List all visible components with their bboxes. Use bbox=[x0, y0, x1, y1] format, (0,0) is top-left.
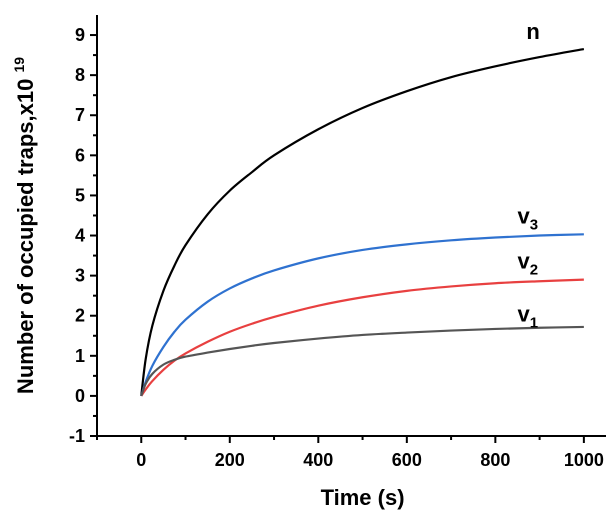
x-tick-label: 1000 bbox=[564, 450, 604, 470]
x-tick-label: 600 bbox=[392, 450, 422, 470]
series-label-v2: v2 bbox=[517, 248, 538, 278]
series-layer bbox=[140, 47, 585, 397]
x-axis-title: Time (s) bbox=[321, 485, 405, 510]
series-label-v1: v1 bbox=[517, 302, 538, 332]
x-tick-label: 400 bbox=[303, 450, 333, 470]
series-line-v1 bbox=[140, 325, 584, 397]
y-tick-label: 3 bbox=[75, 266, 85, 286]
annotation-layer: n v3 v2 v1 bbox=[517, 19, 539, 332]
y-axis-title-base: Number of occupied traps,x10 bbox=[13, 79, 38, 394]
y-tick-label: 1 bbox=[75, 346, 85, 366]
y-tick-label: 9 bbox=[75, 25, 85, 45]
series-line-v3 bbox=[140, 233, 584, 397]
series-line-v2 bbox=[140, 278, 584, 397]
x-tick-label: 800 bbox=[480, 450, 510, 470]
y-axis-title-exponent: 19 bbox=[11, 57, 27, 73]
y-tick-label: 0 bbox=[75, 386, 85, 406]
series-line-n bbox=[140, 47, 585, 397]
y-tick-label: 7 bbox=[75, 105, 85, 125]
y-tick-label: 2 bbox=[75, 306, 85, 326]
x-tick-label: 200 bbox=[215, 450, 245, 470]
y-tick-label: 8 bbox=[75, 65, 85, 85]
y-tick-label: 4 bbox=[75, 226, 85, 246]
y-tick-label: 5 bbox=[75, 185, 85, 205]
series-label-n: n bbox=[526, 19, 539, 44]
x-tick-label: 0 bbox=[136, 450, 146, 470]
y-tick-label: 6 bbox=[75, 145, 85, 165]
y-axis-title: Number of occupied traps,x10 19 bbox=[11, 57, 38, 394]
series-label-v3: v3 bbox=[517, 203, 538, 233]
y-tick-label: -1 bbox=[69, 426, 85, 446]
axes: -1 0 1 2 3 4 5 6 7 8 9 0 200 400 600 800 1000 bbox=[69, 15, 606, 470]
